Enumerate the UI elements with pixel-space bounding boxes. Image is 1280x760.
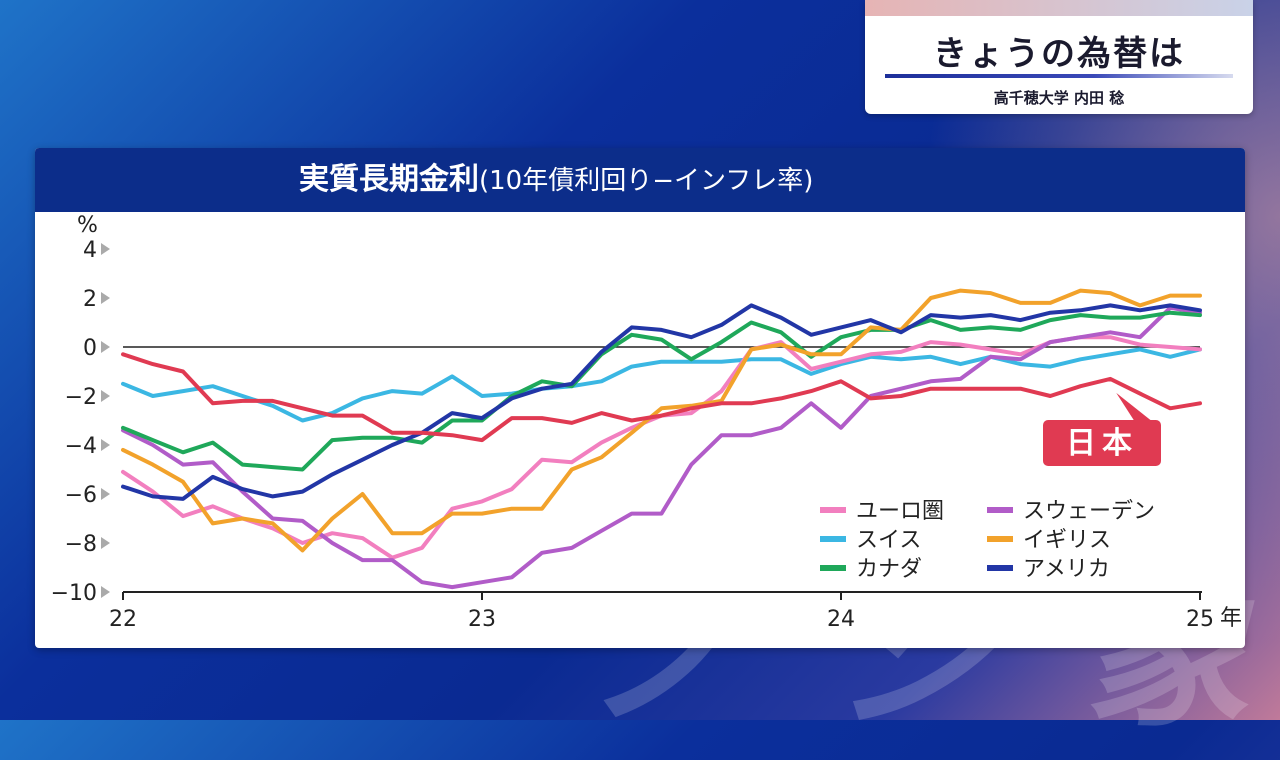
y-tick-label: −10 — [51, 581, 97, 606]
y-tick-marker — [101, 341, 110, 353]
y-axis-unit: % — [77, 213, 98, 238]
y-tick-marker — [101, 537, 110, 549]
y-tick-marker — [101, 586, 110, 598]
y-tick-label: 4 — [83, 238, 97, 263]
series-line-swiss — [121, 347, 1202, 423]
x-tick-label: 23 — [468, 607, 496, 632]
title-card-accent-bar — [865, 0, 1253, 16]
program-title-card: きょうの為替は 高千穂大学 内田 稔 — [865, 0, 1253, 114]
series-line-canada — [121, 310, 1202, 472]
x-tick-label: 24 — [827, 607, 855, 632]
y-tick-marker — [101, 390, 110, 402]
chart-panel: 実質長期金利(10年債利回り−インフレ率) % 4 2 0 −2 −4 −6 −8 −10 22 2… — [35, 148, 1245, 648]
series-line-usa — [121, 303, 1202, 501]
legend-label-usa: アメリカ — [1023, 557, 1110, 582]
series-line-sweden — [121, 305, 1202, 590]
commentator-name: 高千穂大学 内田 稔 — [993, 89, 1125, 107]
legend-label-uk: イギリス — [1023, 528, 1111, 553]
legend-label-swiss: スイス — [856, 528, 921, 553]
y-tick-marker — [101, 488, 110, 500]
chart-title: 実質長期金利 — [299, 162, 479, 197]
x-tick-label: 25 — [1186, 607, 1214, 632]
y-tick-label: 2 — [83, 287, 97, 312]
y-tick-label: 0 — [83, 336, 97, 361]
japan-callout-box — [1043, 420, 1161, 466]
legend-label-sweden: スウェーデン — [1023, 499, 1155, 524]
y-tick-label: −6 — [65, 483, 97, 508]
series-line-japan — [121, 352, 1202, 443]
series-line-euro — [121, 335, 1202, 560]
x-axis-unit: 年 — [1220, 606, 1242, 631]
y-tick-label: −4 — [65, 434, 97, 459]
title-card-rule — [885, 74, 1233, 78]
japan-callout-label: 日本 — [1066, 426, 1138, 461]
y-tick-marker — [101, 292, 110, 304]
y-tick-marker — [101, 243, 110, 255]
y-tick-label: −8 — [65, 532, 97, 557]
series-line-uk — [121, 288, 1202, 553]
program-title: きょうの為替は — [933, 34, 1185, 74]
legend-label-euro: ユーロ圏 — [856, 499, 944, 524]
legend-label-canada: カナダ — [856, 557, 922, 582]
y-tick-marker — [101, 439, 110, 451]
chart-title-paren: (10年債利回り−インフレ率) — [479, 166, 814, 196]
y-tick-label: −2 — [65, 385, 97, 410]
chart-title-bar: 実質長期金利(10年債利回り−インフレ率) — [35, 148, 1245, 212]
x-tick-label: 22 — [109, 607, 137, 632]
